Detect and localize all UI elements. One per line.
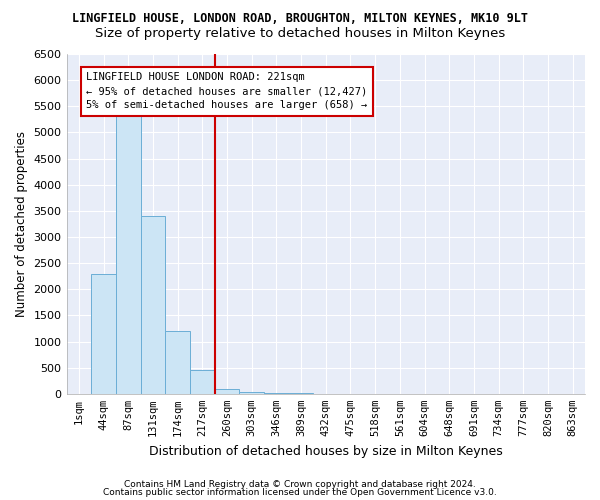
Bar	[264, 393, 289, 394]
Y-axis label: Number of detached properties: Number of detached properties	[15, 131, 28, 317]
Bar	[165, 331, 190, 394]
X-axis label: Distribution of detached houses by size in Milton Keynes: Distribution of detached houses by size …	[149, 444, 503, 458]
Bar	[91, 274, 116, 394]
Bar	[239, 392, 264, 394]
Text: Contains HM Land Registry data © Crown copyright and database right 2024.: Contains HM Land Registry data © Crown c…	[124, 480, 476, 489]
Bar	[215, 388, 239, 394]
Text: LINGFIELD HOUSE, LONDON ROAD, BROUGHTON, MILTON KEYNES, MK10 9LT: LINGFIELD HOUSE, LONDON ROAD, BROUGHTON,…	[72, 12, 528, 26]
Text: Contains public sector information licensed under the Open Government Licence v3: Contains public sector information licen…	[103, 488, 497, 497]
Text: Size of property relative to detached houses in Milton Keynes: Size of property relative to detached ho…	[95, 28, 505, 40]
Text: LINGFIELD HOUSE LONDON ROAD: 221sqm
← 95% of detached houses are smaller (12,427: LINGFIELD HOUSE LONDON ROAD: 221sqm ← 95…	[86, 72, 368, 110]
Bar	[190, 370, 215, 394]
Bar	[116, 112, 140, 394]
Bar	[140, 216, 165, 394]
